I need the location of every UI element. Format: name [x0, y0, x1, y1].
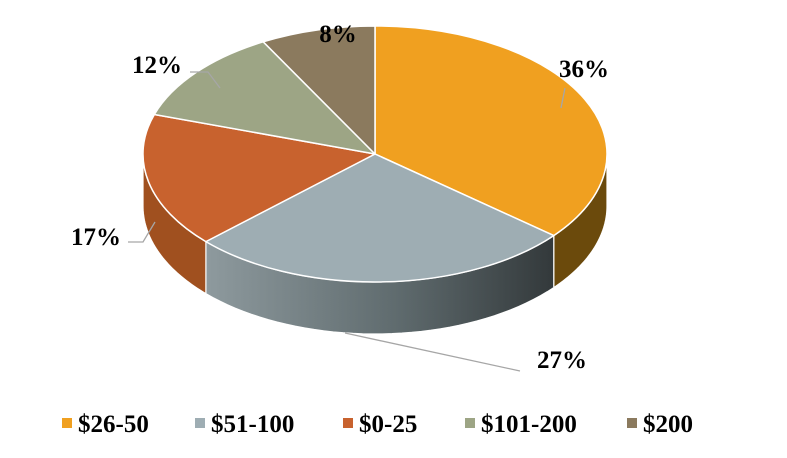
data-labels: 36% 27% 17% 12% 8% — [71, 21, 609, 374]
leader-line-1 — [344, 332, 521, 372]
data-label-4: 8% — [319, 21, 357, 48]
leader-line-3 — [190, 71, 221, 89]
legend-label-2: $0-25 — [359, 411, 417, 438]
data-label-0: 36% — [559, 56, 609, 83]
legend-swatch-2 — [343, 418, 353, 428]
legend-label-0: $26-50 — [78, 411, 149, 438]
legend-item-1: $51-100 — [195, 411, 294, 438]
legend-swatch-4 — [627, 418, 637, 428]
leader-lines — [128, 71, 566, 372]
legend-item-4: $200 — [627, 411, 693, 438]
legend-item-0: $26-50 — [62, 411, 149, 438]
legend-item-3: $101-200 — [465, 411, 577, 438]
leader-line-0 — [560, 87, 566, 109]
leader-line-2 — [128, 221, 156, 243]
legend-swatch-0 — [62, 418, 72, 428]
pie-tops — [142, 25, 608, 283]
data-label-1: 27% — [537, 347, 587, 374]
legend-label-4: $200 — [643, 411, 693, 438]
pie-slice-2 — [142, 113, 376, 243]
legend: $26-50 $51-100 $0-25 $101-200 $200 — [62, 411, 693, 438]
legend-swatch-1 — [195, 418, 205, 428]
pie-slice-1 — [205, 153, 555, 283]
data-label-3: 12% — [132, 52, 182, 79]
legend-label-1: $51-100 — [211, 411, 294, 438]
legend-item-2: $0-25 — [343, 411, 417, 438]
data-label-2: 17% — [71, 224, 121, 251]
pie-slice-0 — [374, 25, 608, 237]
legend-label-3: $101-200 — [481, 411, 577, 438]
pie-slice-4 — [262, 25, 376, 155]
legend-swatch-3 — [465, 418, 475, 428]
